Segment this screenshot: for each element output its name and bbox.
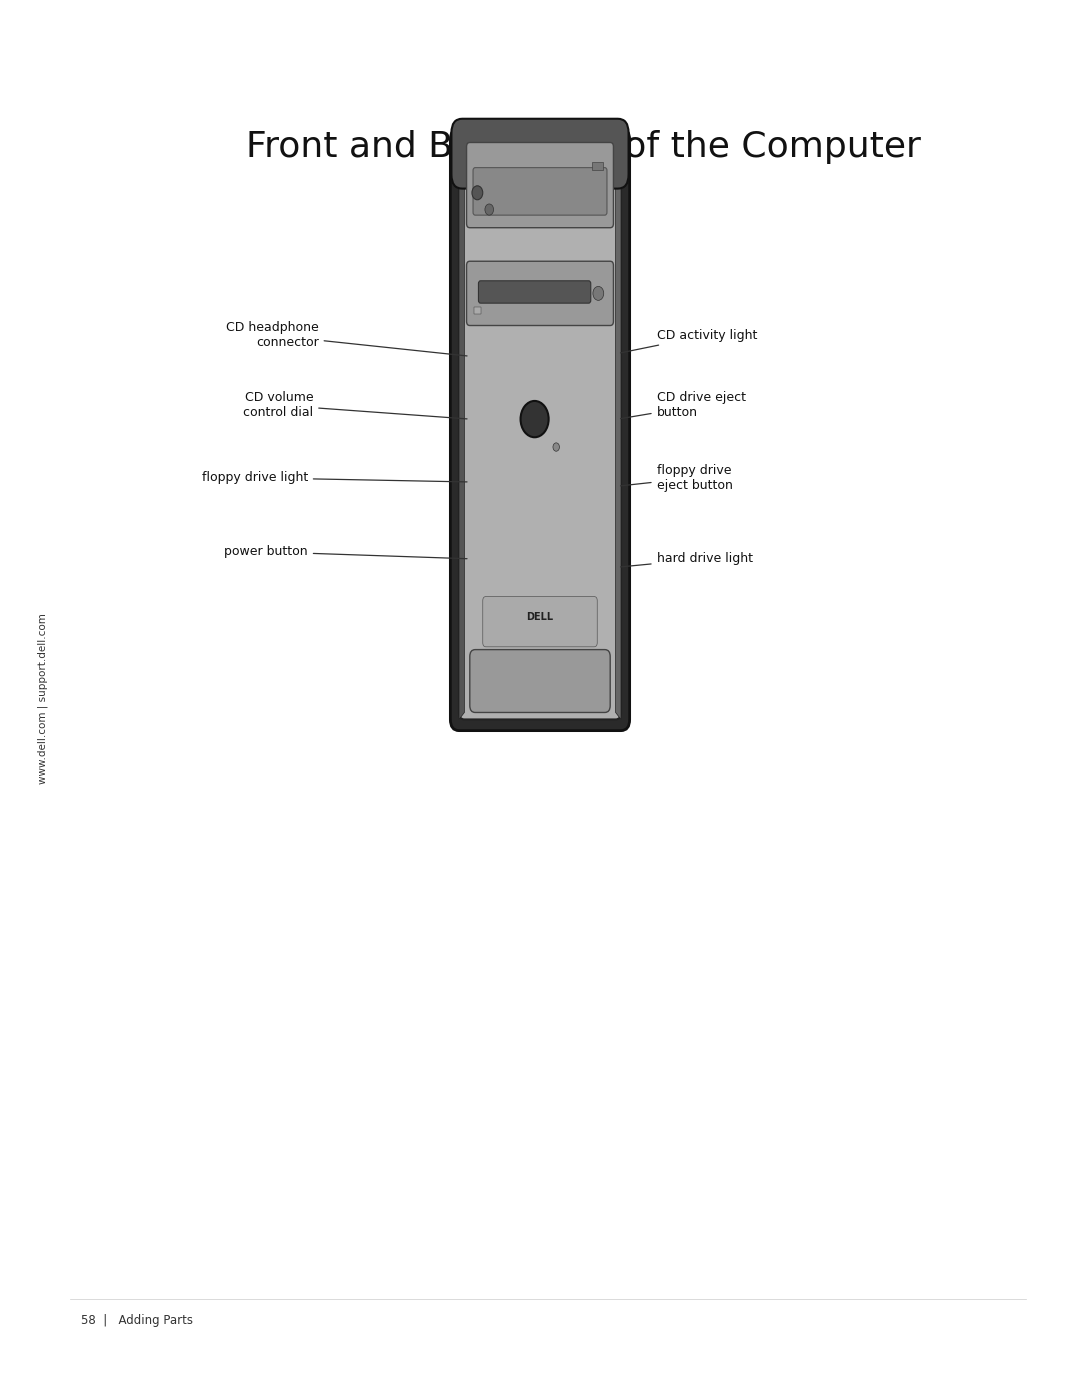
- Text: DELL: DELL: [526, 612, 554, 623]
- Text: CD drive eject
button: CD drive eject button: [621, 391, 745, 419]
- FancyBboxPatch shape: [473, 168, 607, 215]
- Circle shape: [472, 186, 483, 200]
- Bar: [474, 307, 481, 314]
- Text: floppy drive
eject button: floppy drive eject button: [621, 464, 732, 492]
- Text: power button: power button: [225, 545, 467, 559]
- FancyBboxPatch shape: [478, 281, 591, 303]
- Circle shape: [593, 286, 604, 300]
- Text: Front and Back View of the Computer: Front and Back View of the Computer: [246, 130, 920, 163]
- Text: CD activity light: CD activity light: [621, 328, 757, 353]
- Text: floppy drive light: floppy drive light: [202, 471, 467, 485]
- Text: CD volume
control dial: CD volume control dial: [243, 391, 467, 419]
- Circle shape: [521, 401, 549, 437]
- FancyBboxPatch shape: [467, 142, 613, 228]
- Circle shape: [485, 204, 494, 215]
- Polygon shape: [459, 147, 464, 719]
- FancyBboxPatch shape: [483, 597, 597, 647]
- FancyBboxPatch shape: [451, 119, 629, 189]
- Text: hard drive light: hard drive light: [621, 552, 753, 567]
- Text: 58  |   Adding Parts: 58 | Adding Parts: [81, 1313, 193, 1327]
- Text: www.dell.com | support.dell.com: www.dell.com | support.dell.com: [38, 613, 49, 784]
- Circle shape: [553, 443, 559, 451]
- Bar: [592, 162, 603, 170]
- Polygon shape: [616, 147, 621, 719]
- FancyBboxPatch shape: [459, 147, 621, 719]
- FancyBboxPatch shape: [467, 261, 613, 326]
- FancyBboxPatch shape: [470, 650, 610, 712]
- FancyBboxPatch shape: [450, 129, 630, 731]
- Text: CD headphone
connector: CD headphone connector: [226, 321, 467, 356]
